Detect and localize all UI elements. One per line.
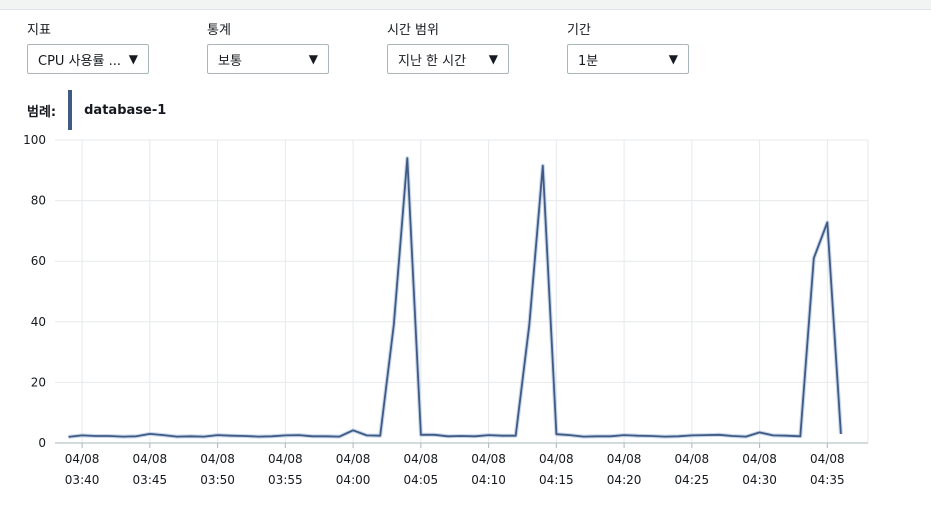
legend-label: 범례:: [27, 104, 57, 120]
period-select-value: 1분: [578, 53, 599, 69]
x-tick-label-time: 04:25: [675, 473, 710, 487]
period-label: 기간: [567, 23, 591, 38]
statistic-field: 통계: [207, 22, 231, 40]
metric-select[interactable]: CPU 사용률 ... ▼: [27, 44, 149, 74]
x-tick-label-date: 04/08: [742, 452, 777, 466]
time-range-select-value: 지난 한 시간: [398, 53, 467, 69]
x-tick-label-date: 04/08: [336, 452, 371, 466]
caret-down-icon: ▼: [128, 52, 138, 66]
time-range-field: 시간 범위: [387, 22, 439, 40]
x-tick-label-time: 04:10: [471, 473, 506, 487]
x-tick-label-date: 04/08: [133, 452, 168, 466]
period-field: 기간: [567, 22, 591, 40]
x-tick-label-date: 04/08: [471, 452, 506, 466]
series-line-halo: [68, 156, 843, 439]
x-tick-label-date: 04/08: [675, 452, 710, 466]
legend-series-name[interactable]: database-1: [84, 102, 167, 118]
time-range-select[interactable]: 지난 한 시간 ▼: [387, 44, 509, 74]
legend: 범례: database-1: [27, 90, 166, 130]
metric-select-value: CPU 사용률 ...: [38, 53, 121, 69]
legend-swatch: [68, 90, 73, 130]
x-tick-label-time: 04:30: [742, 473, 777, 487]
x-tick-label-time: 03:45: [133, 473, 168, 487]
y-tick-label: 80: [31, 194, 46, 208]
time-range-label: 시간 범위: [387, 23, 439, 38]
statistic-select-value: 보통: [218, 53, 242, 69]
x-tick-label-date: 04/08: [539, 452, 574, 466]
x-tick-label-time: 04:20: [607, 473, 642, 487]
caret-down-icon: ▼: [308, 52, 318, 66]
x-tick-label-time: 04:05: [404, 473, 439, 487]
y-tick-label: 0: [38, 436, 46, 450]
top-toolbar-strip: [0, 0, 931, 10]
y-tick-label: 60: [31, 254, 46, 268]
x-tick-label-date: 04/08: [268, 452, 303, 466]
x-tick-label-time: 04:15: [539, 473, 574, 487]
x-tick-label-date: 04/08: [200, 452, 235, 466]
metric-label: 지표: [27, 23, 51, 38]
x-tick-label-time: 03:40: [65, 473, 100, 487]
x-tick-label-time: 03:55: [268, 473, 303, 487]
x-tick-label-date: 04/08: [607, 452, 642, 466]
y-tick-label: 100: [23, 133, 46, 147]
statistic-label: 통계: [207, 23, 231, 38]
x-tick-label-time: 04:00: [336, 473, 371, 487]
y-tick-label: 40: [31, 315, 46, 329]
series-line-database-1: [68, 157, 842, 438]
x-tick-label-date: 04/08: [810, 452, 845, 466]
x-tick-label-time: 04:35: [810, 473, 845, 487]
x-tick-label-time: 03:50: [200, 473, 235, 487]
statistic-select[interactable]: 보통 ▼: [207, 44, 329, 74]
period-select[interactable]: 1분 ▼: [567, 44, 689, 74]
caret-down-icon: ▼: [488, 52, 498, 66]
x-tick-label-date: 04/08: [404, 452, 439, 466]
caret-down-icon: ▼: [668, 52, 678, 66]
x-tick-label-date: 04/08: [65, 452, 100, 466]
metric-field: 지표: [27, 22, 51, 40]
y-tick-label: 20: [31, 375, 46, 389]
